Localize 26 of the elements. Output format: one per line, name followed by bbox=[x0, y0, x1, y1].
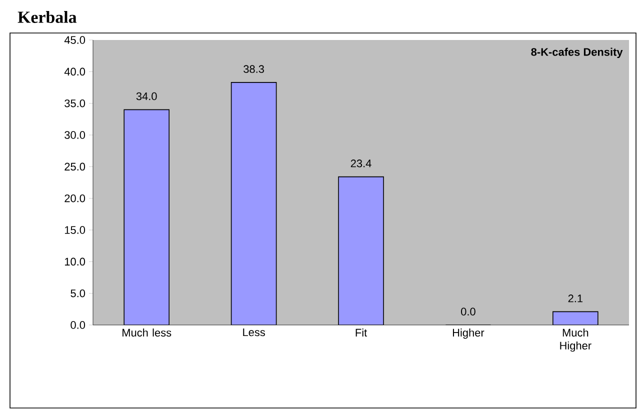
bar bbox=[552, 311, 598, 325]
data-label: 38.3 bbox=[244, 65, 264, 73]
x-tick-label: Less bbox=[243, 328, 265, 336]
y-tick-label: 0.0 bbox=[70, 321, 86, 329]
y-tick-label: 45.0 bbox=[64, 36, 86, 44]
data-label: 23.4 bbox=[350, 160, 372, 168]
bar bbox=[338, 176, 384, 325]
y-tick-label: 25.0 bbox=[64, 162, 86, 171]
x-tick-label: Fit bbox=[356, 328, 368, 337]
y-tick-label: 10.0 bbox=[64, 258, 86, 266]
x-tick-label: Much Higher bbox=[560, 328, 592, 352]
data-label: 0.0 bbox=[461, 308, 476, 316]
bar bbox=[230, 82, 277, 325]
annotation: 8-K-cafes Density bbox=[531, 48, 623, 58]
y-tick-label: 35.0 bbox=[64, 99, 86, 108]
y-tick-label: 5.0 bbox=[70, 289, 86, 298]
x-tick-label: Higher bbox=[452, 328, 484, 339]
bar bbox=[124, 109, 170, 325]
y-tick-label: 15.0 bbox=[64, 226, 86, 234]
y-tick-label: 40.0 bbox=[64, 68, 86, 76]
data-label: 34.0 bbox=[136, 92, 157, 100]
data-label: 2.1 bbox=[568, 294, 582, 302]
chart-title: Kerbala bbox=[18, 11, 77, 23]
y-tick-label: 30.0 bbox=[64, 131, 86, 139]
y-tick-label: 20.0 bbox=[64, 194, 86, 202]
x-tick-label: Much less bbox=[122, 328, 172, 337]
